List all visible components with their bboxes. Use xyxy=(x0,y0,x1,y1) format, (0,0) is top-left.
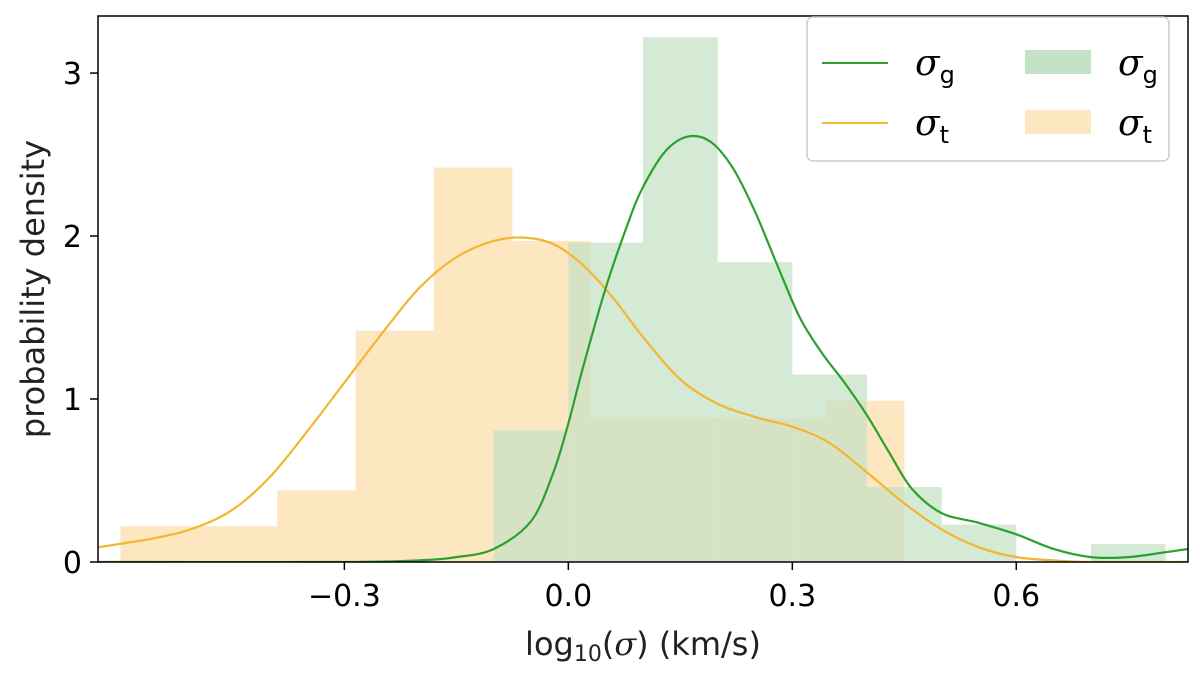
hist-bar-g-2 xyxy=(643,37,718,562)
hist-bar-g-1 xyxy=(568,242,643,562)
plot-frame xyxy=(97,15,1189,563)
y-tick-label: 0 xyxy=(63,546,82,581)
plot-area xyxy=(98,37,1188,562)
x-axis-title-unit: ) (km/s) xyxy=(636,625,761,663)
hist-bar-t-2 xyxy=(355,330,434,562)
hist-bar-g-4 xyxy=(792,374,867,562)
kde-line-t xyxy=(98,236,1188,562)
x-axis-title-sigma: σ xyxy=(614,625,637,663)
hist-bar-g-3 xyxy=(717,262,793,562)
x-axis-title-prefix: log xyxy=(525,625,574,663)
y-axis: 0 1 2 3 xyxy=(63,57,98,581)
x-tick-label: 0.6 xyxy=(992,579,1040,614)
legend: σg σt σg σt xyxy=(806,16,1170,162)
x-axis: −0.3 0.0 0.3 0.6 xyxy=(308,562,1040,614)
legend-swatch-green-fill xyxy=(1025,50,1091,74)
y-tick-label: 1 xyxy=(63,383,82,418)
x-tick-label: −0.3 xyxy=(308,579,381,614)
y-tick-label: 3 xyxy=(63,57,82,92)
y-tick-label: 2 xyxy=(63,220,82,255)
hist-bar-t-0 xyxy=(120,526,278,562)
y-axis-title: probability density xyxy=(14,140,52,438)
x-axis-title: log10(σ) (km/s) xyxy=(525,625,761,667)
x-axis-title-rest: ( xyxy=(602,625,614,663)
plot-marks xyxy=(98,37,1188,562)
hist-bar-t-1 xyxy=(277,490,356,562)
hist-bar-g-5 xyxy=(866,487,942,562)
x-axis-title-sub: 10 xyxy=(574,642,602,667)
legend-swatch-orange-fill xyxy=(1025,110,1091,134)
hist-bar-g-0 xyxy=(493,429,569,562)
legend-box xyxy=(806,16,1170,162)
kde-line-g xyxy=(98,134,1188,562)
x-tick-label: 0.0 xyxy=(544,579,592,614)
x-tick-label: 0.3 xyxy=(768,579,816,614)
